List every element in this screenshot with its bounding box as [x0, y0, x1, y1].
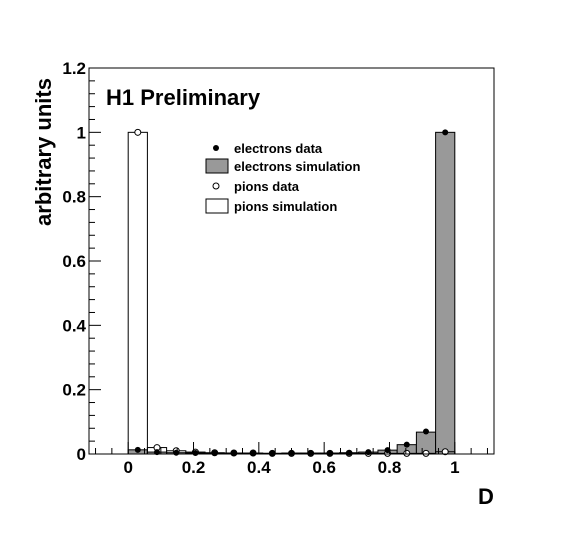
plot-frame — [88, 67, 495, 455]
pions-simulation-bar-0 — [127, 131, 148, 455]
electrons-data-point-2 — [173, 449, 180, 456]
y-tick-label-6: 1.2 — [62, 59, 86, 78]
y-tick-label-2: 0.4 — [62, 316, 86, 335]
y-tick-label-5: 1 — [77, 123, 86, 142]
x-tick-label-5: 1 — [450, 458, 459, 477]
x-tick-label-0: 0 — [123, 458, 132, 477]
pions-data-point-0 — [134, 128, 142, 136]
legend-marker-electrons-data — [213, 145, 219, 151]
legend-swatch-electrons-simulation — [205, 158, 229, 174]
x-tick-label-3: 0.6 — [312, 458, 336, 477]
legend-label-pions-data: pions data — [234, 179, 300, 194]
electrons-data-point-4 — [211, 450, 218, 457]
electrons-data-point-9 — [307, 450, 314, 457]
y-tick-label-3: 0.6 — [62, 252, 86, 271]
tick-layer — [89, 67, 488, 455]
legend-label-electrons-simulation: electrons simulation — [234, 159, 360, 174]
y-axis-label: arbitrary units — [31, 78, 56, 226]
x-tick-label-4: 0.8 — [378, 458, 402, 477]
chart-annotation: H1 Preliminary — [106, 85, 261, 110]
electrons-data-point-14 — [403, 441, 410, 448]
electrons-data-point-7 — [269, 450, 276, 457]
y-tick-label-0: 0 — [77, 445, 86, 464]
y-tick-label-1: 0.2 — [62, 381, 86, 400]
x-axis-label: D — [478, 484, 494, 509]
electrons-data-point-16 — [442, 129, 449, 136]
electrons-simulation-bar-16 — [435, 131, 456, 455]
legend-swatch-pions-simulation — [205, 198, 229, 214]
pions-data-point-15 — [422, 449, 430, 457]
electrons-data-point-6 — [250, 450, 257, 457]
pions-data-point-14 — [403, 449, 411, 457]
electrons-data-point-0 — [134, 446, 141, 453]
legend-label-electrons-data: electrons data — [234, 141, 323, 156]
electrons-data-point-10 — [326, 450, 333, 457]
tick-label-layer: 0 0.2 0.4 0.6 0.8 1 0 0.2 0.4 0.6 0.8 1 1.2 — [62, 59, 459, 477]
y-tick-label-4: 0.8 — [62, 188, 86, 207]
legend: electrons data electrons simulation pion… — [205, 141, 360, 214]
marker-layer — [134, 128, 449, 457]
x-tick-label-1: 0.2 — [182, 458, 206, 477]
pions-data-point-16 — [441, 448, 449, 456]
legend-label-pions-simulation: pions simulation — [234, 199, 337, 214]
legend-marker-pions-data — [212, 182, 220, 190]
electrons-data-point-11 — [346, 449, 353, 456]
x-tick-label-2: 0.4 — [247, 458, 271, 477]
electrons-data-point-5 — [230, 450, 237, 457]
electrons-data-point-15 — [422, 428, 429, 435]
